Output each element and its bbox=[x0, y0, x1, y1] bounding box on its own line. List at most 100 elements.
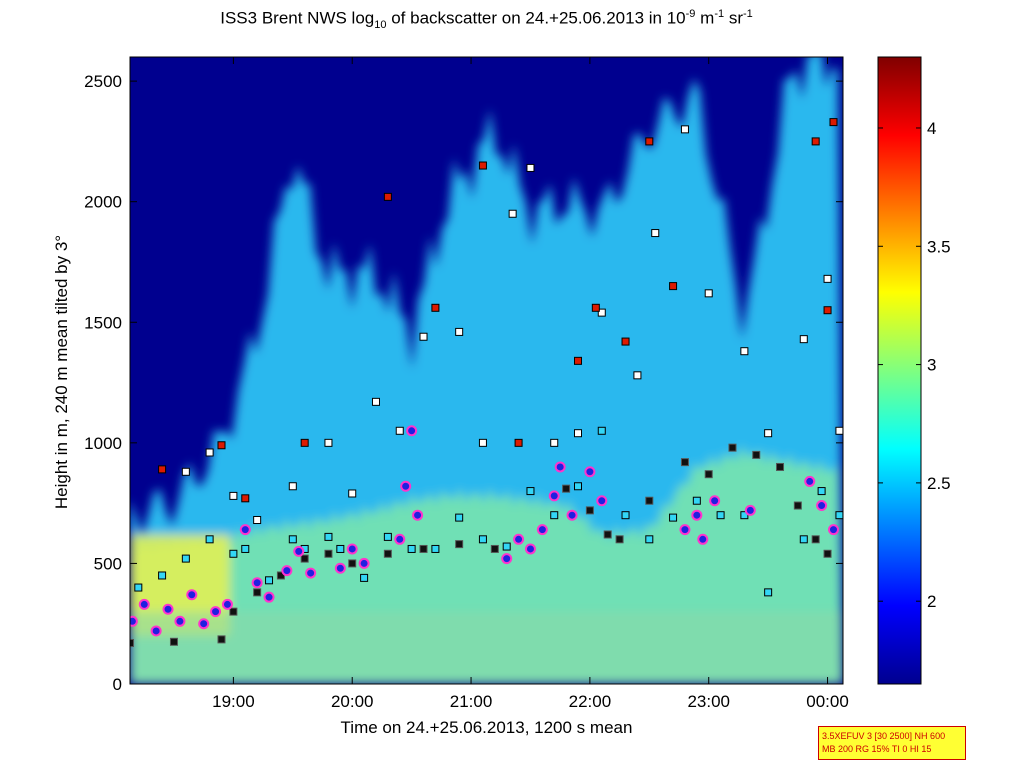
y-tick-label: 2500 bbox=[84, 72, 122, 91]
colorbar-tick-label: 2.5 bbox=[927, 474, 951, 493]
white-layers-marker bbox=[181, 467, 190, 476]
layer-markers bbox=[130, 118, 843, 648]
colorbar-tick-label: 3.5 bbox=[927, 237, 951, 256]
white-layers-marker bbox=[205, 448, 214, 457]
white-layers-marker bbox=[455, 327, 464, 336]
cloud-base-marker bbox=[827, 524, 839, 536]
cloud-base-marker bbox=[412, 509, 424, 521]
red-layers-marker bbox=[591, 303, 600, 312]
mixing-layer-height-marker bbox=[811, 535, 820, 544]
cloud-base-marker bbox=[548, 490, 560, 502]
cloud-base-marker bbox=[346, 543, 358, 555]
red-layers-marker bbox=[431, 303, 440, 312]
mixing-layer-height-marker bbox=[562, 484, 571, 493]
cloud-base-marker bbox=[221, 598, 233, 610]
cyan-layers-marker bbox=[134, 583, 143, 592]
white-layers-marker bbox=[526, 163, 535, 172]
white-layers-marker bbox=[371, 397, 380, 406]
x-tick-label: 21:00 bbox=[450, 692, 493, 711]
colorbar-axis: 2 2.5 3 3.5 4 bbox=[878, 119, 951, 611]
mixing-layer-height-marker bbox=[169, 637, 178, 646]
cyan-layers-marker bbox=[265, 576, 274, 585]
cyan-layers-marker bbox=[574, 482, 583, 491]
cloud-base-marker bbox=[150, 625, 162, 637]
red-layers-marker bbox=[158, 465, 167, 474]
y-axis: 0 500 1000 1500 2000 2500 bbox=[84, 72, 843, 694]
cloud-base-marker bbox=[394, 533, 406, 545]
mixing-layer-height-marker bbox=[455, 540, 464, 549]
red-layers-marker bbox=[514, 438, 523, 447]
mixing-layer-height-marker bbox=[603, 530, 612, 539]
mixing-layer-height-marker bbox=[793, 501, 802, 510]
cyan-layers-marker bbox=[407, 544, 416, 553]
info-line-2: MB 200 RG 15% TI 0 HI 15 bbox=[822, 744, 932, 754]
cloud-base-marker bbox=[596, 495, 608, 507]
cloud-base-marker bbox=[584, 466, 596, 478]
y-tick-label: 2000 bbox=[84, 193, 122, 212]
mixing-layer-height-marker bbox=[615, 535, 624, 544]
cyan-layers-marker bbox=[288, 535, 297, 544]
cloud-base-marker bbox=[524, 543, 536, 555]
red-layers-marker bbox=[669, 282, 678, 291]
cloud-base-marker bbox=[281, 565, 293, 577]
cloud-base-marker bbox=[566, 509, 578, 521]
red-layers-marker bbox=[574, 356, 583, 365]
cyan-layers-marker bbox=[764, 588, 773, 597]
red-layers-marker bbox=[621, 337, 630, 346]
cyan-layers-marker bbox=[478, 535, 487, 544]
white-layers-marker bbox=[574, 429, 583, 438]
white-layers-marker bbox=[597, 308, 606, 317]
red-layers-marker bbox=[478, 161, 487, 170]
red-layers-marker bbox=[383, 192, 392, 201]
x-tick-label: 20:00 bbox=[331, 692, 374, 711]
cloud-base-marker bbox=[400, 480, 412, 492]
white-layers-marker bbox=[651, 229, 660, 238]
cyan-layers-marker bbox=[835, 511, 843, 520]
mixing-layer-height-marker bbox=[680, 458, 689, 467]
cloud-base-marker bbox=[198, 618, 210, 630]
cyan-layers-marker bbox=[383, 532, 392, 541]
heatmap-field bbox=[130, 57, 843, 684]
cyan-layers-marker bbox=[336, 544, 345, 553]
y-tick-label: 1000 bbox=[84, 434, 122, 453]
cloud-base-marker bbox=[210, 606, 222, 618]
mixing-layer-height-marker bbox=[229, 607, 238, 616]
mixing-layer-height-marker bbox=[130, 639, 134, 648]
cyan-layers-marker bbox=[621, 511, 630, 520]
cyan-layers-marker bbox=[455, 513, 464, 522]
heatmap-surface-layer bbox=[130, 611, 843, 684]
cloud-base-marker bbox=[406, 425, 418, 437]
cyan-layers-marker bbox=[502, 542, 511, 551]
mixing-layer-height-marker bbox=[324, 549, 333, 558]
white-layers-marker bbox=[478, 438, 487, 447]
cyan-layers-marker bbox=[799, 535, 808, 544]
x-axis: 19:00 20:00 21:00 22:00 23:00 00:00 bbox=[212, 57, 849, 711]
cloud-base-marker bbox=[162, 603, 174, 615]
cyan-layers-marker bbox=[431, 544, 440, 553]
white-layers-marker bbox=[680, 125, 689, 134]
mixing-layer-height-marker bbox=[490, 544, 499, 553]
red-layers-marker bbox=[829, 118, 838, 127]
cloud-base-marker bbox=[138, 598, 150, 610]
x-tick-label: 23:00 bbox=[687, 692, 730, 711]
white-layers-marker bbox=[704, 289, 713, 298]
x-tick-label: 22:00 bbox=[569, 692, 612, 711]
white-layers-marker bbox=[253, 516, 262, 525]
cloud-base-marker bbox=[679, 524, 691, 536]
cyan-layers-marker bbox=[229, 549, 238, 558]
cloud-base-marker bbox=[697, 533, 709, 545]
plot-frame bbox=[129, 56, 844, 685]
white-layers-marker bbox=[508, 209, 517, 218]
red-layers-marker bbox=[300, 438, 309, 447]
mixing-layer-height-marker bbox=[728, 443, 737, 452]
cloud-base-marker bbox=[186, 589, 198, 601]
cloud-base-marker bbox=[513, 533, 525, 545]
mixing-layer-height-marker bbox=[217, 635, 226, 644]
cyan-layers-marker bbox=[360, 573, 369, 582]
colorbar-tick-label: 2 bbox=[927, 592, 936, 611]
colorbar-tick-label: 3 bbox=[927, 356, 936, 375]
white-layers-marker bbox=[419, 332, 428, 341]
cloud-base-marker bbox=[174, 615, 186, 627]
cloud-base-marker bbox=[305, 567, 317, 579]
